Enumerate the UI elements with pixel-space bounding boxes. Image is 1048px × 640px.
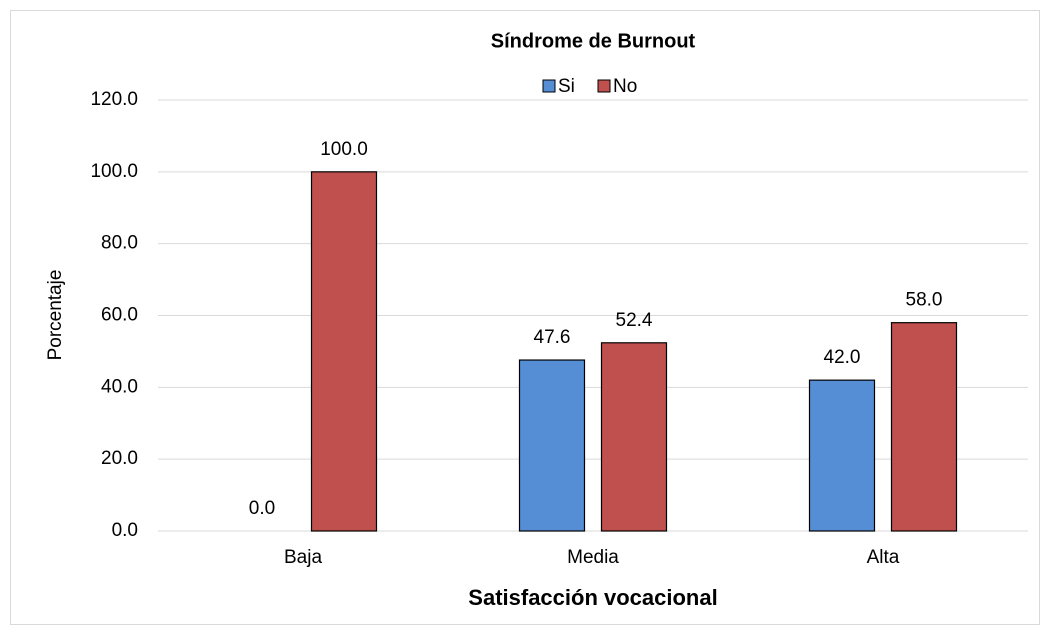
data-label: 52.4 [616, 310, 653, 331]
y-tick-label: 0.0 [112, 520, 138, 541]
legend-label: No [613, 76, 637, 97]
data-label: 100.0 [320, 139, 368, 160]
x-tick-label: Baja [284, 547, 322, 568]
y-tick-label: 40.0 [101, 376, 138, 397]
bar [600, 342, 668, 532]
data-label: 42.0 [824, 347, 861, 368]
data-label: 0.0 [249, 498, 275, 519]
bar [310, 171, 378, 532]
legend-label: Si [558, 76, 575, 97]
x-axis-title: Satisfacción vocacional [468, 585, 717, 610]
y-tick-label: 20.0 [101, 448, 138, 469]
y-axis-title: Porcentaje [45, 270, 66, 361]
y-tick-label: 120.0 [90, 89, 138, 110]
x-tick-label: Alta [867, 547, 900, 568]
chart-title: Síndrome de Burnout [491, 30, 696, 52]
bar [890, 322, 958, 532]
data-label: 58.0 [906, 290, 943, 311]
bar [518, 359, 586, 532]
x-tick-label: Media [567, 547, 619, 568]
y-tick-label: 80.0 [101, 233, 138, 254]
bar [808, 379, 876, 532]
y-tick-label: 60.0 [101, 305, 138, 326]
legend-swatch [542, 79, 556, 93]
y-tick-label: 100.0 [90, 161, 138, 182]
legend-swatch [597, 79, 611, 93]
data-label: 47.6 [534, 327, 571, 348]
chart-frame [10, 10, 1040, 625]
